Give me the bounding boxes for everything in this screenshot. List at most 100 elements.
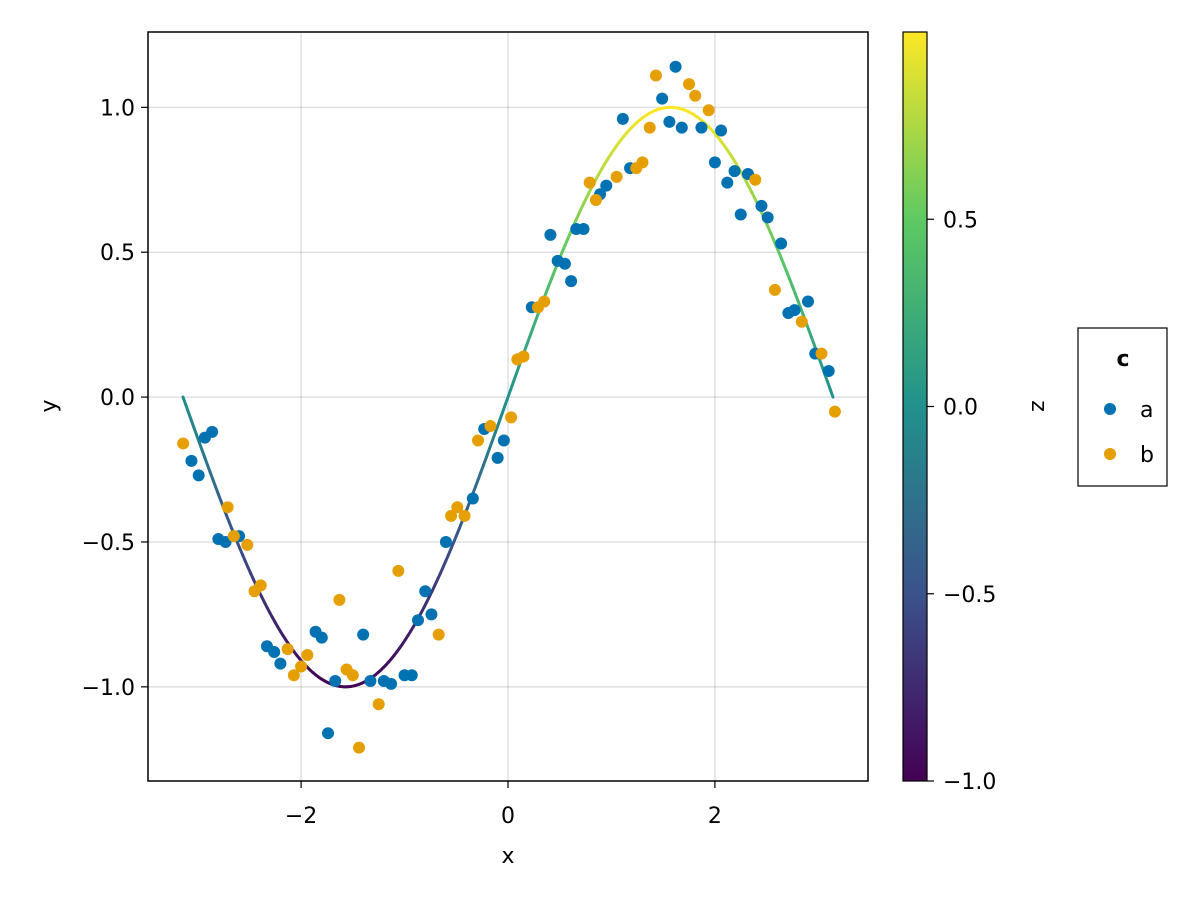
point-b [484,420,497,433]
point-a [497,434,510,447]
point-b [221,501,234,514]
y-tick-label: −1.0 [82,676,135,701]
point-b [815,347,828,360]
point-b [445,509,458,522]
point-a [385,677,398,690]
point-b [287,669,300,682]
point-b [254,579,267,592]
legend-marker-a [1104,403,1116,415]
legend-title: c [1116,347,1129,372]
point-a [315,631,328,644]
point-b [346,669,359,682]
point-a [412,614,424,627]
x-tick-label: −2 [285,804,317,829]
point-a [274,657,287,670]
colorbar-gradient [902,31,928,782]
point-b [702,104,715,117]
point-a [192,469,205,482]
point-b [749,173,762,186]
x-tick-label: 2 [708,804,722,829]
legend-box [1077,327,1168,487]
colorbar-tick-label: −1.0 [943,770,996,795]
y-tick-label: 0.0 [100,386,135,411]
point-b [227,530,240,543]
colorbar-tick-label: −0.5 [943,583,996,608]
point-a [419,585,432,598]
point-b [472,434,484,447]
point-a [775,237,788,250]
point-a [491,451,504,464]
point-b [281,643,294,656]
point-b [505,411,518,424]
point-a [708,156,721,169]
colorbar-tick-label: 0.0 [943,396,978,421]
point-b [636,156,649,169]
point-a [322,727,334,740]
point-a [600,179,613,192]
x-axis-ticks: −2 0 2 [285,781,722,829]
point-a [364,675,377,688]
x-tick-label: 0 [501,804,515,829]
point-a [715,124,728,137]
legend-marker-b [1104,448,1116,460]
point-a [822,365,835,378]
point-b [538,295,551,308]
point-a [357,628,370,641]
point-b [392,564,405,577]
point-b [333,593,346,606]
point-b [177,437,190,450]
point-a [565,275,578,288]
point-b [610,170,623,183]
point-a [577,223,590,236]
point-a [185,454,198,467]
point-b [683,78,696,91]
point-b [583,176,596,189]
legend-label-a: a [1140,398,1153,423]
point-a [616,112,629,125]
x-axis-label: x [501,844,514,869]
legend: c a b [1077,327,1168,487]
point-b [451,501,464,514]
y-tick-label: 1.0 [100,96,135,121]
point-a [466,492,479,505]
y-tick-label: −0.5 [82,531,135,556]
grid-lines [148,32,868,781]
point-b [301,648,314,661]
point-a [669,60,682,73]
point-b [295,660,308,673]
point-b [589,194,602,207]
point-a [558,257,571,270]
point-b [458,509,471,522]
point-a [721,176,734,189]
point-b [432,628,445,641]
colorbar: −1.0 −0.5 0.0 0.5 z [902,31,1051,795]
point-a [206,425,219,438]
point-a [728,165,741,178]
point-a [675,121,688,134]
point-b [517,350,530,363]
point-a [405,669,418,682]
y-axis-label: y [37,399,62,412]
point-b [828,405,841,418]
point-a [425,608,438,621]
point-b [768,283,781,296]
point-a [788,304,801,317]
point-b [241,538,254,551]
colorbar-tick-label: 0.5 [943,208,978,233]
point-a [734,208,747,221]
point-a [802,295,814,308]
point-b [353,741,366,754]
point-b [643,121,656,134]
colorbar-ticks: −1.0 −0.5 0.0 0.5 [927,208,996,795]
point-b [372,698,385,711]
y-tick-label: 0.5 [100,241,135,266]
curve-segment [828,388,835,399]
colorbar-label: z [1026,400,1051,412]
point-a [268,646,281,659]
point-a [544,228,557,241]
point-b [689,89,702,102]
point-a [329,675,342,688]
point-b [795,315,808,328]
point-b [649,69,662,82]
